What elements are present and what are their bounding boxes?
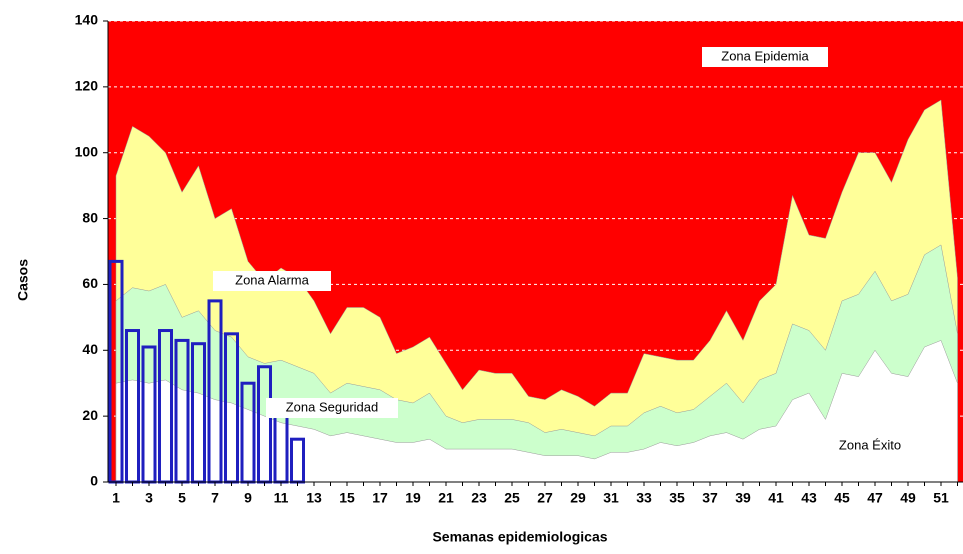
zone-label: Zona Éxito (839, 437, 901, 452)
x-tick-label: 23 (471, 490, 487, 506)
x-tick-label: 39 (735, 490, 751, 506)
x-tick-label: 31 (603, 490, 619, 506)
zone-label-box (702, 47, 828, 67)
zone-area (115, 99, 958, 483)
x-tick-label: 5 (178, 490, 186, 506)
x-tick-label: 17 (372, 490, 388, 506)
x-tick-label: 13 (306, 490, 322, 506)
y-tick-label: 0 (90, 473, 98, 489)
y-tick-label: 80 (82, 209, 98, 225)
zone-area (115, 340, 958, 483)
x-tick-label: 51 (933, 490, 949, 506)
x-tick-label: 47 (867, 490, 883, 506)
y-tick-label: 140 (75, 12, 99, 28)
y-tick-label: 20 (82, 407, 98, 423)
zone-label-box (213, 271, 331, 291)
x-tick-label: 49 (900, 490, 916, 506)
x-axis-label: Semanas epidemiologicas (432, 529, 607, 545)
x-tick-label: 29 (570, 490, 586, 506)
x-tick-label: 15 (339, 490, 355, 506)
x-tick-label: 45 (834, 490, 850, 506)
zone-label-box (266, 398, 398, 418)
x-tick-label: 3 (145, 490, 153, 506)
x-tick-label: 27 (537, 490, 553, 506)
x-tick-label: 9 (244, 490, 252, 506)
x-tick-label: 7 (211, 490, 219, 506)
x-tick-label: 25 (504, 490, 520, 506)
x-tick-label: 37 (702, 490, 718, 506)
x-tick-label: 33 (636, 490, 652, 506)
x-tick-label: 41 (768, 490, 784, 506)
x-tick-label: 35 (669, 490, 685, 506)
x-tick-label: 1 (112, 490, 120, 506)
x-tick-label: 11 (274, 490, 289, 506)
y-axis-label: Casos (15, 259, 31, 301)
zone-label: Zona Alarma (235, 272, 309, 287)
x-tick-label: 19 (405, 490, 421, 506)
y-tick-label: 120 (75, 78, 99, 94)
zone-area (115, 244, 958, 483)
zone-label: Zona Seguridad (286, 399, 379, 414)
y-tick-label: 40 (82, 341, 98, 357)
zone-label: Zona Epidemia (721, 48, 809, 63)
x-tick-label: 43 (801, 490, 817, 506)
y-tick-label: 100 (75, 143, 99, 159)
y-tick-label: 60 (82, 275, 98, 291)
x-tick-label: 21 (438, 490, 454, 506)
